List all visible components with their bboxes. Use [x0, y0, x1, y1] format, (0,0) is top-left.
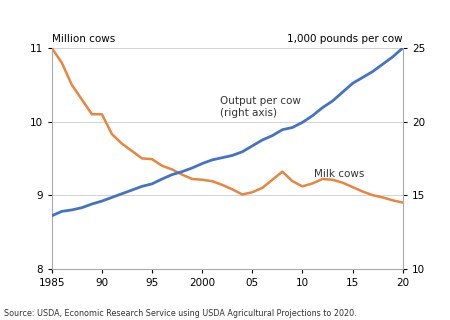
Text: 1,000 pounds per cow: 1,000 pounds per cow [287, 34, 403, 44]
Text: Milk cows: Milk cows [315, 169, 365, 179]
Text: Million cows: Million cows [52, 34, 115, 44]
Text: Source: USDA, Economic Research Service using USDA Agricultural Projections to 2: Source: USDA, Economic Research Service … [4, 309, 357, 318]
Text: Output per cow
(right axis): Output per cow (right axis) [220, 96, 301, 118]
Text: U.S. dairy herd and milk production per cow: U.S. dairy herd and milk production per … [7, 12, 317, 25]
